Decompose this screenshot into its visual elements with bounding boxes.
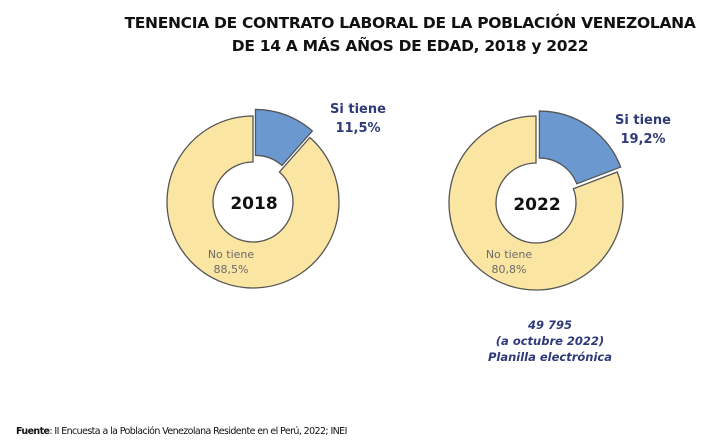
chart-title-line1: TENENCIA DE CONTRATO LABORAL DE LA POBLA… — [124, 14, 696, 32]
source-label: Fuente — [16, 426, 50, 437]
source-footnote: Fuente: II Encuesta a la Población Venez… — [16, 426, 347, 437]
label-2018-si-tiene-value: 11,5% — [335, 121, 380, 136]
chart-title: TENENCIA DE CONTRATO LABORAL DE LA POBLA… — [100, 12, 720, 58]
annotation-note: 49 795 (a octubre 2022) Planilla electró… — [460, 317, 640, 365]
label-2022-si-tiene-value: 19,2% — [620, 132, 665, 147]
chart-title-line2: DE 14 A MÁS AÑOS DE EDAD, 2018 y 2022 — [231, 37, 589, 55]
source-text: : II Encuesta a la Población Venezolana … — [49, 426, 347, 437]
slice-2018-si-tiene — [254, 108, 314, 167]
label-2018-no-tiene-value: 88,5% — [214, 263, 249, 276]
slice-2022-si-tiene — [538, 110, 622, 185]
donut-2022: 2022 Si tiene 19,2% No tiene 80,8% — [448, 110, 671, 291]
donut-center-label-2022: 2022 — [513, 195, 560, 215]
donut-2018: 2018 Si tiene 11,5% No tiene 88,5% — [166, 102, 386, 289]
label-2022-si-tiene-category: Si tiene — [615, 113, 671, 128]
label-2022-no-tiene-value: 80,8% — [492, 263, 527, 276]
label-2022-no-tiene-category: No tiene — [486, 248, 533, 261]
note-date: (a octubre 2022) — [495, 334, 605, 348]
note-source: Planilla electrónica — [487, 350, 613, 364]
slice-2018-no-tiene — [166, 115, 340, 289]
slice-2022-no-tiene — [448, 115, 624, 291]
label-2018-no-tiene-category: No tiene — [208, 248, 255, 261]
note-count: 49 795 — [527, 318, 572, 332]
label-2018-si-tiene-category: Si tiene — [330, 102, 386, 117]
donut-center-label-2018: 2018 — [230, 194, 277, 214]
